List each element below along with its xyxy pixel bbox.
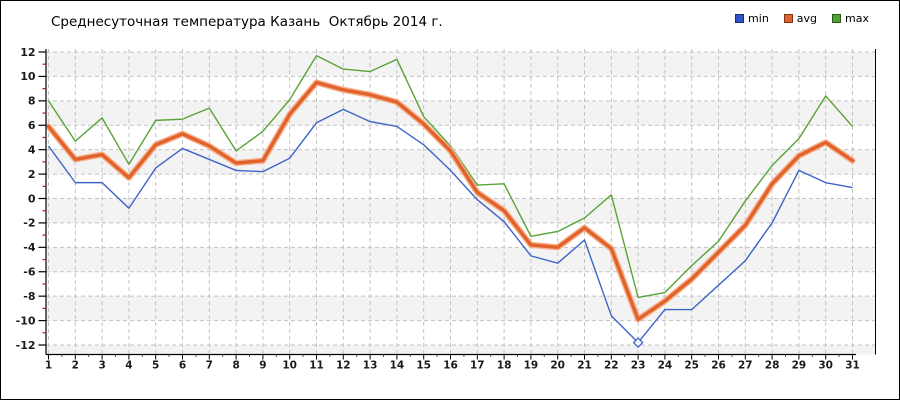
svg-text:10: 10	[20, 70, 36, 83]
legend: min avg max	[735, 12, 869, 25]
svg-text:13: 13	[363, 360, 378, 372]
max-series-swatch-icon	[832, 14, 842, 23]
svg-text:19: 19	[524, 360, 539, 372]
svg-text:-6: -6	[23, 266, 36, 279]
legend-item-avg: avg	[783, 12, 818, 25]
svg-text:12: 12	[20, 46, 35, 59]
svg-text:-4: -4	[23, 241, 36, 254]
svg-text:4: 4	[28, 143, 36, 156]
svg-text:12: 12	[336, 360, 351, 372]
svg-text:-8: -8	[23, 290, 35, 303]
svg-text:10: 10	[282, 360, 297, 372]
svg-text:30: 30	[818, 360, 833, 372]
svg-text:0: 0	[28, 192, 36, 205]
svg-text:20: 20	[550, 360, 565, 372]
svg-text:25: 25	[684, 360, 699, 372]
svg-text:8: 8	[232, 360, 239, 372]
svg-text:-2: -2	[23, 217, 35, 230]
svg-text:11: 11	[309, 360, 324, 372]
legend-label-min: min	[748, 12, 769, 25]
svg-text:29: 29	[792, 360, 807, 372]
svg-text:1: 1	[45, 360, 52, 372]
svg-text:16: 16	[443, 360, 458, 372]
svg-text:14: 14	[390, 360, 405, 372]
svg-text:4: 4	[125, 360, 132, 372]
svg-text:2: 2	[72, 360, 79, 372]
svg-text:18: 18	[497, 360, 512, 372]
svg-text:22: 22	[604, 360, 619, 372]
svg-text:-12: -12	[16, 339, 36, 352]
min-series-swatch-icon	[735, 14, 745, 23]
legend-label-max: max	[845, 12, 869, 25]
svg-text:28: 28	[765, 360, 780, 372]
svg-text:5: 5	[152, 360, 159, 372]
svg-text:31: 31	[845, 360, 860, 372]
legend-label-avg: avg	[796, 12, 818, 25]
svg-text:23: 23	[631, 360, 646, 372]
svg-text:7: 7	[206, 360, 213, 372]
avg-series-swatch-icon	[783, 14, 793, 23]
svg-text:24: 24	[658, 360, 673, 372]
svg-text:2: 2	[28, 168, 36, 181]
svg-text:26: 26	[711, 360, 726, 372]
svg-text:15: 15	[416, 360, 431, 372]
svg-text:8: 8	[28, 95, 36, 108]
svg-text:9: 9	[259, 360, 266, 372]
svg-text:27: 27	[738, 360, 753, 372]
svg-text:-10: -10	[16, 314, 36, 327]
svg-text:6: 6	[179, 360, 186, 372]
svg-text:21: 21	[577, 360, 592, 372]
svg-text:17: 17	[470, 360, 485, 372]
legend-item-min: min	[735, 12, 769, 25]
svg-text:6: 6	[28, 119, 36, 132]
svg-text:3: 3	[98, 360, 105, 372]
legend-item-max: max	[832, 12, 869, 25]
chart-title: Среднесуточная температура Казань Октябр…	[51, 14, 443, 30]
